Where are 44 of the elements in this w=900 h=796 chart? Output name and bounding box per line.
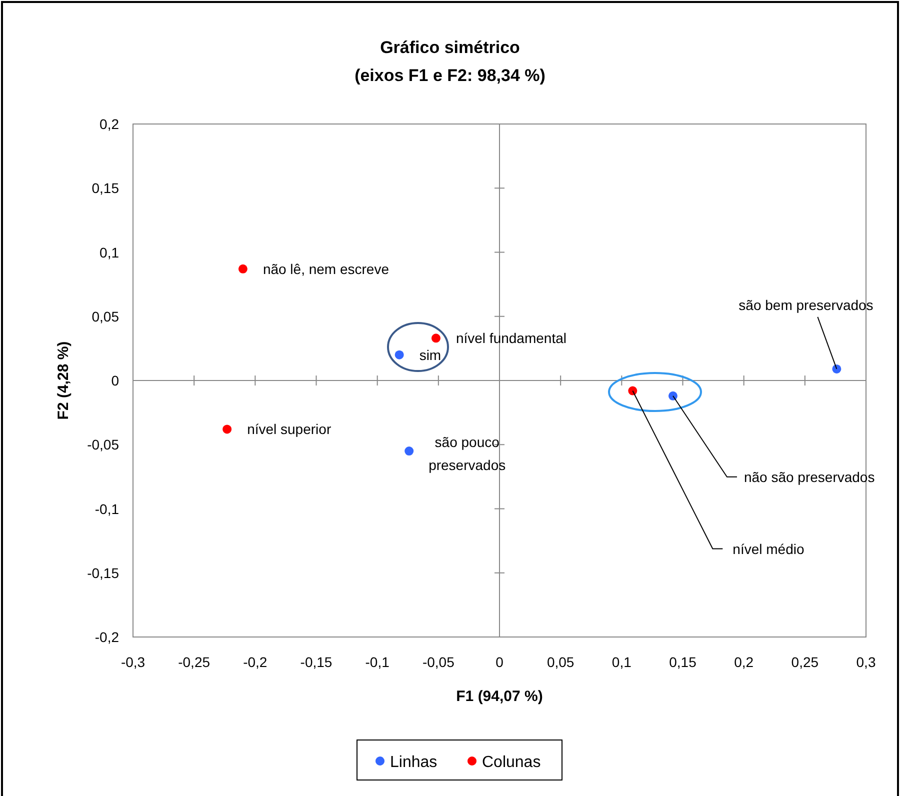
annotation: são bem preservados	[738, 296, 874, 313]
x-tick-label: 0,15	[669, 654, 697, 670]
y-axis-title: F2 (4,28 %)	[55, 341, 72, 420]
point	[628, 386, 638, 396]
y-tick-label: -0,2	[94, 629, 120, 645]
x-tick-label: -0,15	[300, 654, 332, 670]
y-tick-label: 0	[111, 372, 120, 388]
x-axis-title: F1 (94,07 %)	[456, 688, 543, 705]
annotation: nível superior	[247, 421, 332, 438]
legend-label: Colunas	[482, 754, 541, 771]
point	[668, 391, 678, 400]
y-tick-label: 0,1	[100, 244, 120, 260]
point	[431, 334, 440, 343]
annotation: nível fundamental	[456, 330, 567, 346]
annotation: sim	[419, 346, 442, 363]
point	[404, 446, 414, 456]
x-tick-label: -0,1	[365, 654, 390, 670]
x-tick-label: 0	[496, 654, 504, 670]
point	[222, 424, 232, 434]
x-tick-label: 0,25	[791, 654, 819, 670]
x-tick-label: -0,05	[422, 654, 455, 670]
x-tick-label: -0,2	[243, 654, 268, 670]
y-tick-label: -0,1	[94, 500, 120, 517]
y-tick-label: -0,15	[87, 564, 120, 581]
x-tick-label: -0,25	[178, 654, 210, 670]
x-tick-label: 0,2	[734, 654, 754, 670]
point	[394, 350, 404, 360]
y-tick-label: 0,15	[92, 180, 120, 196]
legend-label: Linhas	[390, 754, 438, 771]
annotation: não são preservados	[744, 468, 875, 485]
chart-subtitle: (eixos F1 e F2: 98,34 %)	[354, 66, 546, 85]
y-tick-label: 0,2	[100, 116, 120, 132]
annotation: nível médio	[732, 540, 804, 557]
x-tick-label: 0,3	[856, 654, 876, 670]
chart-title: Gráfico simétrico	[380, 38, 520, 57]
x-tick-label: 0,1	[612, 654, 632, 670]
x-tick-label: -0,3	[120, 654, 146, 670]
x-tick-label: 0,05	[546, 654, 574, 670]
y-tick-label: -0,05	[87, 436, 120, 453]
annotation: não lê, nem escreve	[262, 260, 390, 277]
annotation: são pouco preservados	[428, 434, 506, 474]
point	[238, 264, 248, 274]
y-tick-label: 0,05	[92, 308, 120, 324]
point	[832, 364, 842, 374]
